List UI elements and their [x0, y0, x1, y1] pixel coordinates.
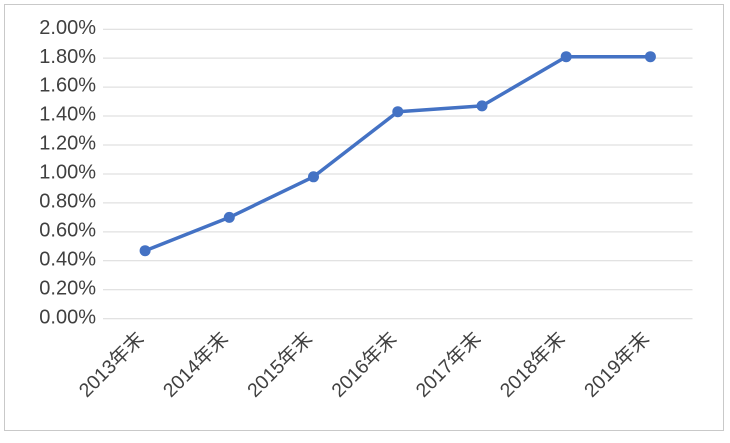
svg-text:2017年末: 2017年末: [412, 328, 486, 402]
svg-text:0.40%: 0.40%: [39, 248, 96, 270]
svg-text:2015年末: 2015年末: [243, 328, 317, 402]
svg-text:2019年末: 2019年末: [580, 328, 654, 402]
svg-text:0.00%: 0.00%: [39, 306, 96, 328]
svg-text:0.60%: 0.60%: [39, 219, 96, 241]
svg-text:1.80%: 1.80%: [39, 46, 96, 68]
svg-text:1.20%: 1.20%: [39, 133, 96, 155]
svg-text:0.80%: 0.80%: [39, 191, 96, 213]
svg-text:2013年末: 2013年末: [75, 328, 149, 402]
svg-text:2014年末: 2014年末: [159, 328, 233, 402]
svg-text:0.20%: 0.20%: [39, 277, 96, 299]
svg-text:1.00%: 1.00%: [39, 162, 96, 184]
svg-text:1.60%: 1.60%: [39, 75, 96, 97]
svg-text:2016年末: 2016年末: [328, 328, 402, 402]
svg-text:2.00%: 2.00%: [39, 17, 96, 39]
svg-text:1.40%: 1.40%: [39, 104, 96, 126]
svg-text:2018年末: 2018年末: [496, 328, 570, 402]
